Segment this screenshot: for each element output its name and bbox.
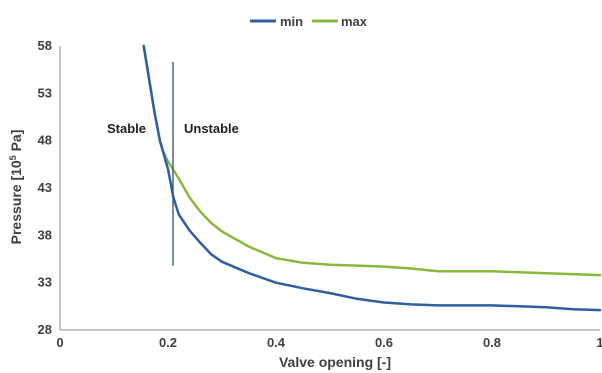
x-tick-label: 0.6 [375, 335, 393, 350]
y-tick-label: 43 [38, 180, 52, 195]
y-tick-label: 58 [38, 38, 52, 53]
series-line-min [142, 44, 602, 312]
y-axis-label-prefix: Pressure [10 [8, 160, 24, 244]
x-tick-label: 0.8 [483, 335, 501, 350]
unstable-label: Unstable [184, 121, 239, 136]
y-axis-ticks: 28 33 38 43 48 53 58 [38, 38, 52, 337]
annotations: Stable Unstable [107, 61, 239, 266]
y-axis-label-superscript: 5 [8, 155, 18, 160]
y-tick-label: 48 [38, 133, 52, 148]
y-tick-label: 38 [38, 227, 52, 242]
y-axis-label: Pressure [105 Pa] [8, 130, 24, 245]
legend-label-max: max [341, 14, 368, 29]
y-tick-label: 28 [38, 322, 52, 337]
series-lines [142, 44, 602, 312]
y-axis-label-suffix: Pa] [8, 130, 24, 156]
x-tick-label: 0.4 [267, 335, 286, 350]
axes [59, 46, 600, 331]
x-tick-label: 1 [596, 335, 602, 350]
y-tick-label: 53 [38, 85, 52, 100]
x-axis-label: Valve opening [-] [279, 354, 391, 370]
x-tick-label: 0.2 [159, 335, 177, 350]
x-axis-ticks: 0 0.2 0.4 0.6 0.8 1 [56, 335, 602, 350]
x-tick-label: 0 [56, 335, 63, 350]
legend-label-min: min [280, 14, 303, 29]
y-tick-label: 33 [38, 275, 52, 290]
stable-label: Stable [107, 121, 146, 136]
legend: min max [250, 14, 368, 29]
series-line-max [142, 44, 602, 277]
